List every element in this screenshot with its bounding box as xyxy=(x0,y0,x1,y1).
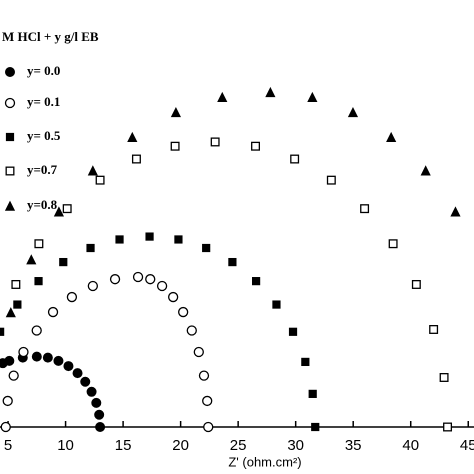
data-point xyxy=(265,86,276,98)
data-point xyxy=(115,235,124,244)
x-tick-label: 30 xyxy=(287,437,304,454)
data-point xyxy=(11,279,21,289)
data-point xyxy=(288,327,298,336)
data-point xyxy=(26,254,37,265)
data-point xyxy=(308,389,317,398)
data-point xyxy=(47,306,59,318)
data-point xyxy=(167,291,179,303)
data-point xyxy=(429,325,439,334)
data-point xyxy=(251,141,260,151)
data-point xyxy=(63,361,74,372)
data-point xyxy=(174,235,183,244)
data-point xyxy=(193,346,204,358)
legend-label: y= 0.1 xyxy=(27,94,60,109)
data-point xyxy=(228,257,237,267)
data-point xyxy=(95,422,106,432)
data-point xyxy=(203,421,214,433)
data-point xyxy=(443,422,453,432)
data-point xyxy=(202,243,211,253)
data-point xyxy=(178,306,189,318)
x-tick-label: 10 xyxy=(57,437,74,454)
data-point xyxy=(360,204,370,214)
data-point xyxy=(311,422,320,432)
data-point xyxy=(34,239,44,249)
data-point xyxy=(347,107,359,118)
data-point xyxy=(13,300,22,309)
data-point xyxy=(411,279,421,289)
data-point xyxy=(95,175,105,185)
data-point xyxy=(86,386,97,397)
data-point xyxy=(202,395,213,407)
data-point xyxy=(217,91,228,103)
data-point xyxy=(420,165,431,176)
legend-marker xyxy=(4,200,16,211)
data-point xyxy=(87,280,98,292)
data-point xyxy=(450,206,461,217)
data-point xyxy=(0,421,11,433)
legend-marker xyxy=(5,67,15,77)
data-point xyxy=(386,131,397,142)
data-point xyxy=(109,274,121,285)
data-point xyxy=(272,300,281,309)
data-point xyxy=(4,355,15,366)
data-point xyxy=(290,154,300,164)
data-point xyxy=(91,397,102,408)
x-tick-label: 35 xyxy=(345,437,362,454)
data-point xyxy=(307,91,318,103)
legend-label: y=0.7 xyxy=(27,162,58,177)
x-tick-label: 45 xyxy=(460,437,474,454)
legend-marker xyxy=(5,132,15,142)
x-tick-label: 15 xyxy=(115,437,132,454)
x-axis-label: Z' (ohm.cm²) xyxy=(228,454,301,469)
data-point xyxy=(53,355,64,366)
x-tick-label: 25 xyxy=(230,437,247,454)
data-point xyxy=(8,370,19,381)
data-point xyxy=(251,277,261,286)
data-point xyxy=(439,373,449,382)
data-point xyxy=(5,307,16,318)
data-point xyxy=(66,291,78,303)
data-point xyxy=(2,395,13,407)
data-point xyxy=(198,370,210,381)
data-point xyxy=(18,346,29,358)
x-tick-label: 5 xyxy=(4,437,12,454)
data-point xyxy=(80,376,91,387)
data-point xyxy=(34,277,43,286)
data-point xyxy=(145,274,156,285)
data-point xyxy=(127,131,138,142)
data-point xyxy=(301,357,310,367)
data-point xyxy=(87,165,98,176)
data-point xyxy=(94,409,105,420)
data-point xyxy=(210,137,220,147)
data-point xyxy=(326,175,336,185)
data-point xyxy=(72,368,83,379)
legend-title: M HCl + y g/l EB xyxy=(2,29,99,44)
data-point xyxy=(388,239,398,249)
data-point xyxy=(59,257,68,267)
data-point xyxy=(156,280,168,292)
legend-label: y= 0.0 xyxy=(27,63,60,78)
data-point xyxy=(145,232,154,241)
data-point xyxy=(42,352,53,363)
data-point xyxy=(170,141,180,151)
legend-label: y= 0.5 xyxy=(27,128,61,143)
legend-label: y=0.8 xyxy=(27,197,58,212)
x-tick-label: 20 xyxy=(172,437,189,454)
data-point xyxy=(131,154,141,164)
data-point xyxy=(0,327,5,336)
legend-marker xyxy=(5,166,15,176)
legend-marker xyxy=(4,97,16,109)
x-tick-label: 40 xyxy=(402,437,419,454)
data-point xyxy=(170,107,181,118)
data-point xyxy=(62,204,72,214)
data-point xyxy=(31,325,42,336)
data-point xyxy=(53,206,64,217)
data-point xyxy=(186,325,197,336)
data-point xyxy=(31,351,42,362)
data-point xyxy=(86,243,95,253)
data-point xyxy=(132,271,144,283)
